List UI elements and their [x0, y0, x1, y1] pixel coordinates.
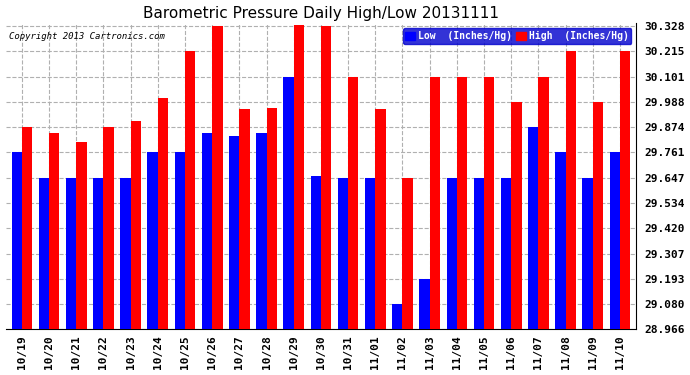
Bar — [457, 77, 467, 330]
Bar — [158, 98, 168, 330]
Bar — [338, 178, 348, 330]
Bar — [202, 133, 213, 330]
Bar — [310, 176, 321, 330]
Bar — [620, 51, 631, 330]
Bar — [39, 178, 49, 330]
Bar — [185, 51, 195, 330]
Bar — [104, 127, 114, 330]
Bar — [566, 51, 576, 330]
Title: Barometric Pressure Daily High/Low 20131111: Barometric Pressure Daily High/Low 20131… — [143, 6, 499, 21]
Bar — [528, 127, 538, 330]
Bar — [446, 178, 457, 330]
Bar — [484, 77, 495, 330]
Legend: Low  (Inches/Hg), High  (Inches/Hg): Low (Inches/Hg), High (Inches/Hg) — [402, 28, 631, 44]
Bar — [12, 153, 22, 330]
Bar — [555, 153, 566, 330]
Bar — [375, 110, 386, 330]
Bar — [430, 77, 440, 330]
Bar — [501, 178, 511, 330]
Bar — [213, 26, 222, 330]
Bar — [256, 133, 266, 330]
Bar — [365, 178, 375, 330]
Bar — [294, 25, 304, 330]
Bar — [321, 26, 331, 330]
Bar — [66, 178, 76, 330]
Bar — [284, 77, 294, 330]
Bar — [593, 102, 603, 330]
Text: Copyright 2013 Cartronics.com: Copyright 2013 Cartronics.com — [9, 32, 165, 41]
Bar — [420, 279, 430, 330]
Bar — [239, 110, 250, 330]
Bar — [392, 304, 402, 330]
Bar — [22, 127, 32, 330]
Bar — [610, 153, 620, 330]
Bar — [93, 178, 104, 330]
Bar — [538, 77, 549, 330]
Bar — [120, 178, 130, 330]
Bar — [148, 153, 158, 330]
Bar — [582, 178, 593, 330]
Bar — [49, 133, 59, 330]
Bar — [229, 136, 239, 330]
Bar — [348, 77, 358, 330]
Bar — [402, 178, 413, 330]
Bar — [474, 178, 484, 330]
Bar — [511, 102, 522, 330]
Bar — [266, 108, 277, 330]
Bar — [175, 153, 185, 330]
Bar — [130, 121, 141, 330]
Bar — [76, 142, 86, 330]
